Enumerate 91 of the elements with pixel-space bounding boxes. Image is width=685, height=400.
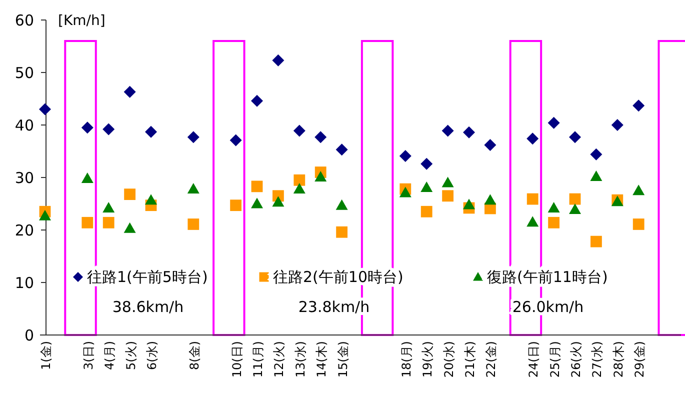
point bbox=[272, 196, 284, 207]
point bbox=[463, 198, 475, 210]
point bbox=[102, 202, 115, 212]
x-tick-label: 5(火) bbox=[124, 341, 138, 370]
x-tick-label: 29(金) bbox=[632, 341, 647, 378]
x-tick-label: 15(金) bbox=[336, 341, 350, 378]
point bbox=[442, 176, 454, 188]
point bbox=[314, 170, 327, 182]
point bbox=[632, 184, 645, 196]
point bbox=[102, 216, 114, 228]
point bbox=[526, 132, 539, 145]
point bbox=[145, 194, 157, 205]
x-tick-label: 13(水) bbox=[293, 341, 308, 378]
point bbox=[569, 193, 581, 205]
point bbox=[293, 183, 306, 194]
point bbox=[39, 210, 51, 220]
point bbox=[399, 150, 412, 162]
x-tick-label: 10(日) bbox=[230, 341, 244, 378]
y-tick-label: 40 bbox=[14, 116, 34, 134]
point bbox=[251, 198, 263, 208]
point bbox=[548, 116, 560, 129]
point bbox=[230, 134, 242, 146]
point bbox=[399, 186, 412, 198]
point bbox=[294, 174, 306, 186]
y-tick-label: 60 bbox=[14, 11, 34, 30]
annotation: 38.6km/h bbox=[112, 298, 184, 316]
point bbox=[272, 54, 284, 66]
point bbox=[314, 131, 327, 144]
point bbox=[81, 172, 94, 184]
point bbox=[420, 206, 432, 218]
point bbox=[632, 100, 645, 112]
point bbox=[81, 122, 94, 134]
point bbox=[442, 124, 454, 137]
x-tick-label: 21(木) bbox=[463, 341, 477, 378]
x-tick-label: 1(金) bbox=[39, 341, 53, 370]
point bbox=[187, 131, 200, 144]
x-tick-label: 20(水) bbox=[442, 341, 456, 378]
point bbox=[188, 218, 200, 230]
point bbox=[102, 123, 115, 136]
y-tick-label: 30 bbox=[14, 168, 34, 187]
point bbox=[590, 170, 602, 181]
x-tick-label: 4(月) bbox=[102, 341, 117, 370]
y-tick-label: 20 bbox=[14, 221, 34, 240]
x-tick-label: 24(日) bbox=[526, 341, 541, 378]
point bbox=[484, 138, 496, 151]
point bbox=[590, 236, 602, 248]
point bbox=[145, 126, 157, 138]
y-tick-label: 10 bbox=[14, 274, 34, 292]
point bbox=[548, 216, 560, 228]
x-tick-label: 14(木) bbox=[314, 341, 329, 378]
x-tick-label: 12(火) bbox=[272, 341, 286, 378]
point bbox=[124, 86, 136, 98]
point bbox=[569, 131, 581, 144]
point bbox=[251, 180, 263, 192]
x-tick-label: 11(月) bbox=[251, 341, 265, 378]
x-tick-label: 25(月) bbox=[548, 341, 562, 378]
point bbox=[187, 183, 200, 194]
point bbox=[484, 194, 496, 205]
x-tick-label: 22(金) bbox=[484, 341, 498, 378]
point bbox=[632, 218, 644, 230]
point bbox=[442, 190, 454, 202]
point bbox=[548, 202, 560, 212]
point bbox=[39, 103, 51, 116]
point bbox=[124, 222, 136, 233]
y-tick-label: 50 bbox=[14, 64, 34, 82]
point bbox=[293, 124, 306, 137]
point bbox=[124, 188, 136, 200]
point bbox=[82, 216, 94, 228]
point bbox=[463, 126, 475, 138]
x-tick-label: 3(日) bbox=[81, 341, 96, 370]
x-tick-label: 6(水) bbox=[145, 341, 159, 370]
x-tick-label: 28(木) bbox=[611, 341, 626, 378]
x-tick-label: 19(火) bbox=[420, 341, 435, 378]
point bbox=[420, 158, 433, 170]
point bbox=[420, 181, 433, 192]
point bbox=[336, 226, 348, 238]
point bbox=[336, 199, 348, 210]
y-axis-title: [Km/h] bbox=[58, 12, 106, 29]
point bbox=[569, 204, 581, 214]
x-tick-label: 8(金) bbox=[187, 341, 202, 370]
x-tick-label: 27(水) bbox=[590, 341, 604, 378]
point bbox=[590, 148, 602, 160]
x-tick-label: 18(月) bbox=[399, 341, 414, 378]
point bbox=[230, 200, 242, 212]
point bbox=[611, 119, 624, 131]
point bbox=[526, 193, 538, 205]
point bbox=[336, 144, 348, 156]
point bbox=[251, 94, 263, 107]
x-tick-label: 26(火) bbox=[569, 341, 583, 378]
y-tick-label: 0 bbox=[24, 326, 34, 344]
point bbox=[526, 216, 539, 227]
